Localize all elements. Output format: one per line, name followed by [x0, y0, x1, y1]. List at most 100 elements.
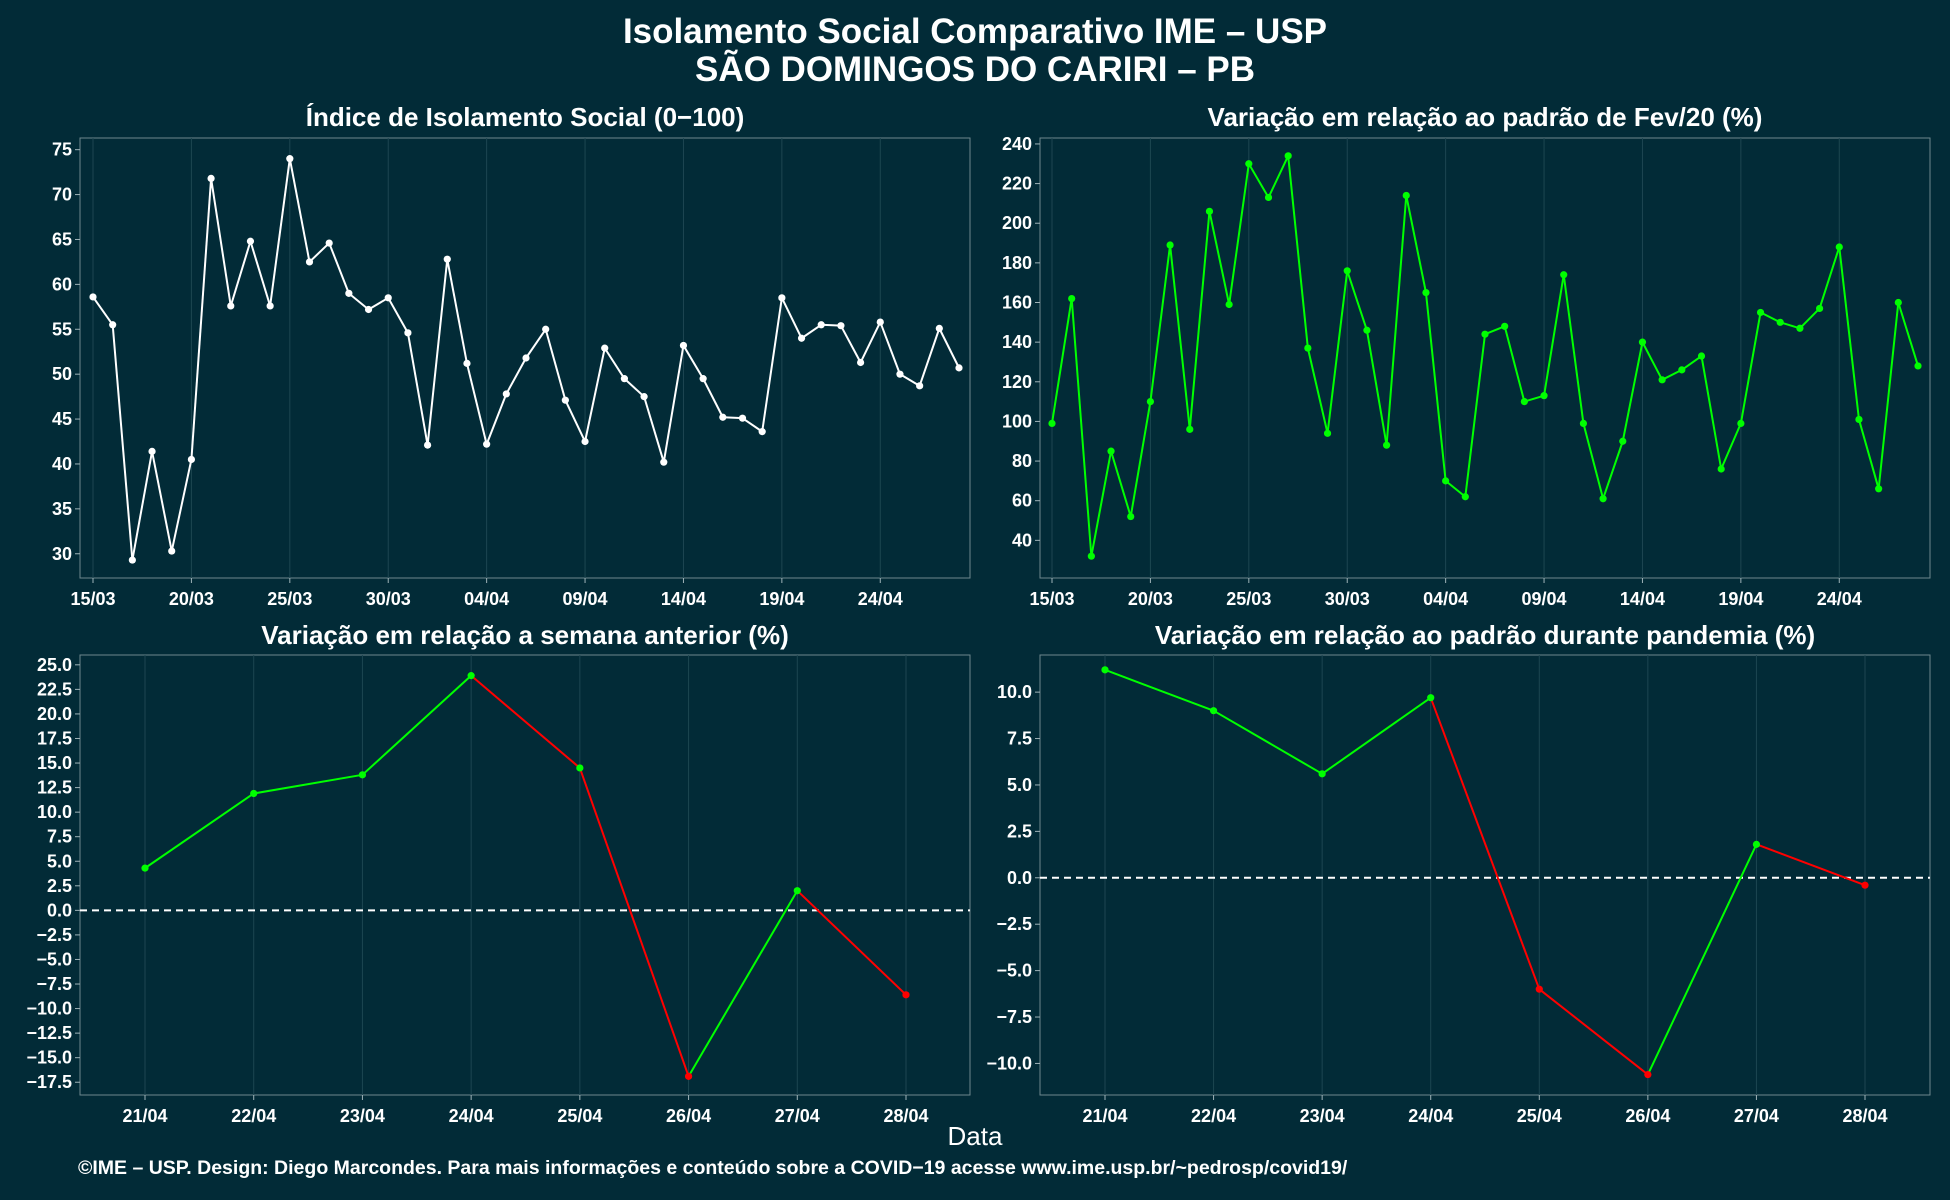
data-point [576, 764, 584, 772]
data-point [1835, 243, 1843, 251]
y-tick-label: 30 [52, 544, 72, 564]
y-tick-label: 2.5 [47, 876, 72, 896]
data-point [502, 390, 510, 398]
data-point [1796, 324, 1804, 332]
series-line-segment [1582, 423, 1605, 499]
x-tick-label: 14/04 [1620, 589, 1665, 609]
data-point [684, 1072, 693, 1080]
data-point [1343, 267, 1351, 275]
data-point [1855, 415, 1863, 424]
y-tick-label: 240 [1002, 134, 1032, 154]
data-point [902, 991, 910, 999]
data-point [463, 359, 471, 367]
panel-2-title: Variação em relação ao padrão de Fev/20 … [1207, 102, 1763, 132]
series-line-segment [1051, 298, 1073, 424]
data-point [246, 237, 255, 245]
y-tick-label: 7.5 [47, 827, 72, 847]
data-point [1481, 330, 1489, 338]
series-line-segment [308, 242, 330, 263]
data-point [542, 325, 550, 333]
series-line-segment [682, 344, 704, 380]
y-tick-label: 0.0 [1007, 868, 1032, 888]
series-line-segment [662, 345, 685, 463]
data-point [423, 441, 432, 449]
x-tick-label: 19/04 [1718, 589, 1763, 609]
data-point [141, 864, 149, 872]
data-point [1461, 493, 1469, 501]
x-tick-label: 23/04 [1300, 1106, 1345, 1126]
data-point [797, 334, 806, 342]
data-point [1540, 392, 1548, 400]
data-point [640, 393, 648, 401]
series-line-segment [780, 297, 803, 339]
data-point [1186, 425, 1194, 433]
series-line-segment [1857, 419, 1880, 490]
x-axis-label: Data [947, 1121, 1003, 1151]
data-point [1205, 207, 1214, 215]
data-point [1737, 419, 1745, 428]
data-point [601, 344, 609, 352]
y-tick-label: 200 [1002, 213, 1032, 233]
y-tick-label: 60 [1012, 491, 1032, 511]
y-tick-label: −7.5 [36, 974, 72, 994]
series-line-segment [348, 292, 370, 311]
x-tick-label: 09/04 [563, 589, 608, 609]
data-point [699, 375, 707, 383]
y-tick-label: 0.0 [47, 900, 72, 920]
data-point [358, 771, 367, 779]
series-line-segment [840, 325, 862, 363]
x-tick-label: 21/04 [1082, 1106, 1127, 1126]
series-line-segment [741, 417, 763, 433]
data-point [266, 302, 274, 310]
y-tick-label: 10.0 [997, 682, 1032, 702]
series-line-segment [111, 324, 134, 561]
series-line-segment [1562, 274, 1585, 424]
data-point [738, 414, 747, 422]
data-point [817, 321, 825, 329]
series-line-segment [525, 328, 547, 359]
series-line-segment [623, 377, 645, 398]
series-line-segment [1129, 401, 1152, 517]
x-tick-label: 04/04 [464, 589, 509, 609]
series-line-segment [131, 451, 154, 561]
data-point [758, 428, 766, 436]
series-line-segment [1543, 274, 1565, 396]
x-tick-label: 09/04 [1522, 589, 1567, 609]
data-point [227, 302, 235, 310]
data-point [1087, 552, 1095, 560]
x-tick-label: 15/03 [1029, 589, 1074, 609]
series-line-segment [899, 373, 921, 387]
data-point [109, 321, 117, 329]
data-point [935, 324, 943, 332]
data-point [1442, 477, 1450, 485]
y-tick-label: −10.0 [26, 999, 72, 1019]
series-line-segment [1799, 307, 1821, 329]
x-tick-label: 27/04 [775, 1106, 820, 1126]
series-line-segment [859, 321, 882, 363]
series-line-segment [387, 297, 409, 334]
plot-frame [79, 654, 971, 1096]
data-point [1382, 441, 1391, 449]
series-line-segment [229, 240, 252, 307]
data-point [1894, 298, 1902, 307]
x-tick-label: 15/03 [70, 589, 115, 609]
series-line-segment [406, 332, 429, 446]
data-point [1599, 495, 1607, 503]
x-tick-label: 20/03 [169, 589, 214, 609]
series-line-segment [1681, 355, 1703, 371]
series-line-segment [505, 357, 527, 395]
y-tick-label: 160 [1002, 293, 1032, 313]
x-tick-label: 25/04 [1517, 1106, 1562, 1126]
data-point [1402, 191, 1410, 200]
data-point [1048, 419, 1056, 428]
series-line-segment [800, 323, 822, 340]
series-line-segment [328, 242, 350, 294]
x-tick-label: 28/04 [1842, 1106, 1887, 1126]
data-point [1678, 366, 1686, 374]
data-point [1560, 271, 1568, 279]
series-line-segment [368, 296, 389, 311]
x-tick-label: 24/04 [1408, 1106, 1453, 1126]
x-tick-label: 04/04 [1423, 589, 1468, 609]
